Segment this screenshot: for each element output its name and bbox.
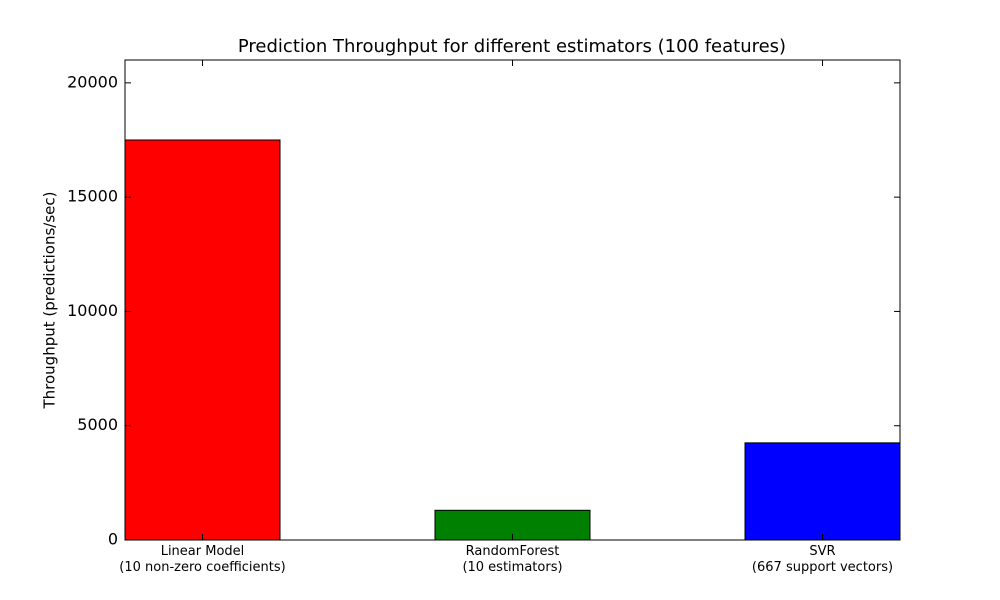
y-tick-label: 10000 xyxy=(67,301,118,320)
y-tick-label: 5000 xyxy=(77,415,118,434)
chart-title: Prediction Throughput for different esti… xyxy=(238,36,786,57)
x-tick-label: SVR (667 support vectors) xyxy=(751,544,894,575)
bar xyxy=(124,139,281,541)
y-tick-label: 15000 xyxy=(67,187,118,206)
y-tick-label: 0 xyxy=(108,530,118,549)
x-tick-label: Linear Model (10 non-zero coefficients) xyxy=(119,544,286,575)
bar xyxy=(744,442,901,541)
plot-frame xyxy=(124,59,901,541)
y-axis-label: Throughput (predictions/sec) xyxy=(41,191,59,409)
y-tick-label: 20000 xyxy=(67,72,118,91)
x-tick-label: RandomForest (10 estimators) xyxy=(462,544,563,575)
